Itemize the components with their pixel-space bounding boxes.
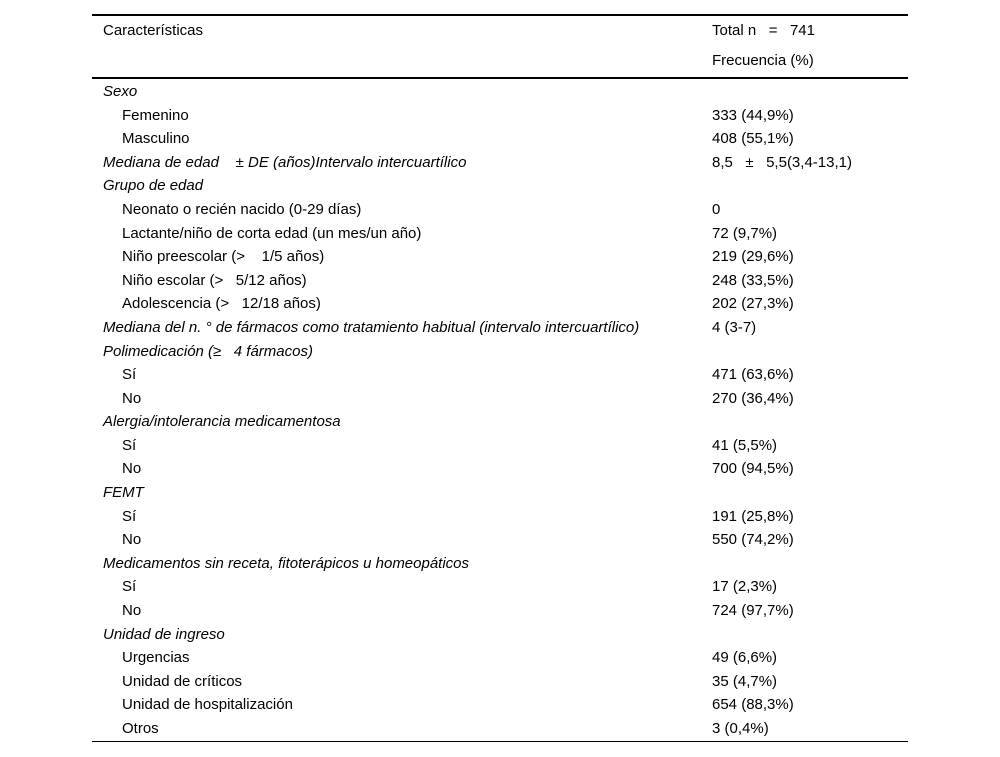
table-row: Polimedicación (≥ 4 fármacos)	[92, 340, 908, 364]
table-row: No 270 (36,4%)	[92, 387, 908, 411]
table-top-rule	[92, 14, 908, 16]
row-value: 202 (27,3%)	[712, 295, 794, 313]
characteristics-table: Características Total n = 741 Frecuencia…	[92, 14, 908, 743]
row-label: Sexo	[103, 82, 138, 100]
row-label: Alergia/intolerancia medicamentosa	[103, 413, 341, 431]
table-row: Urgencias 49 (6,6%)	[92, 646, 908, 670]
row-label: Femenino	[122, 106, 189, 124]
row-label: Urgencias	[122, 649, 190, 667]
row-value: 654 (88,3%)	[712, 696, 794, 714]
row-label: Sí	[122, 366, 137, 384]
row-value: 4 (3-7)	[712, 318, 757, 336]
row-value: 724 (97,7%)	[712, 602, 794, 620]
table-row: No 700 (94,5%)	[92, 458, 908, 482]
row-label: Grupo de edad	[103, 177, 204, 195]
row-label: Otros	[122, 720, 159, 738]
table-row: Sí 41 (5,5%)	[92, 434, 908, 458]
row-label: Masculino	[122, 130, 190, 148]
row-label: Sí	[122, 436, 137, 454]
row-label: Niño escolar (> 5/12 años)	[122, 271, 307, 289]
table-row: Femenino 333 (44,9%)	[92, 104, 908, 128]
row-label: Sí	[122, 507, 137, 525]
table-row: Grupo de edad	[92, 175, 908, 199]
table-row: Masculino 408 (55,1%)	[92, 127, 908, 151]
table-row: Niño escolar (> 5/12 años) 248 (33,5%)	[92, 269, 908, 293]
table-row: Sexo	[92, 80, 908, 104]
table-row: Lactante/niño de corta edad (un mes/un a…	[92, 222, 908, 246]
row-value: 41 (5,5%)	[712, 436, 778, 454]
table-row: Adolescencia (> 12/18 años) 202 (27,3%)	[92, 293, 908, 317]
row-label: Medicamentos sin receta, fitoterápicos u…	[103, 554, 470, 572]
row-value: 219 (29,6%)	[712, 248, 794, 266]
table-row: Otros 3 (0,4%)	[92, 717, 908, 741]
row-value: 8,5 ± 5,5(3,4-13,1)	[712, 153, 852, 171]
row-label: Mediana de edad ± DE (años)Intervalo int…	[103, 153, 467, 171]
row-value: 700 (94,5%)	[712, 460, 794, 478]
row-value: 35 (4,7%)	[712, 672, 778, 690]
table-row: Unidad de críticos 35 (4,7%)	[92, 670, 908, 694]
row-value: 248 (33,5%)	[712, 271, 794, 289]
row-label: Niño preescolar (> 1/5 años)	[122, 248, 325, 266]
header-frequency-label: Frecuencia (%)	[712, 52, 814, 70]
row-value: 408 (55,1%)	[712, 130, 794, 148]
row-value: 0	[712, 200, 721, 218]
row-value: 550 (74,2%)	[712, 531, 794, 549]
row-label: No	[122, 460, 142, 478]
table-row: Mediana de edad ± DE (años)Intervalo int…	[92, 151, 908, 175]
row-label: No	[122, 389, 142, 407]
row-value: 49 (6,6%)	[712, 649, 778, 667]
row-value: 3 (0,4%)	[712, 720, 769, 738]
header-characteristics-label: Características	[103, 21, 204, 39]
table-row: Sí 191 (25,8%)	[92, 505, 908, 529]
row-value: 471 (63,6%)	[712, 366, 794, 384]
table-row: Alergia/intolerancia medicamentosa	[92, 411, 908, 435]
table-body: Sexo Femenino 333 (44,9%) Masculino 408 (55,…	[92, 79, 908, 741]
row-value: 270 (36,4%)	[712, 389, 794, 407]
table-row: Unidad de hospitalización 654 (88,3%)	[92, 694, 908, 718]
table-header: Características Total n = 741 Frecuencia…	[92, 16, 908, 77]
row-label: Lactante/niño de corta edad (un mes/un a…	[122, 224, 422, 242]
row-label: Neonato o recién nacido (0-29 días)	[122, 200, 362, 218]
table-row: Niño preescolar (> 1/5 años) 219 (29,6%)	[92, 245, 908, 269]
table-row: Unidad de ingreso	[92, 623, 908, 647]
table-row: No 724 (97,7%)	[92, 599, 908, 623]
table-row: No 550 (74,2%)	[92, 528, 908, 552]
header-total-label: Total n = 741	[712, 21, 815, 39]
table-row: Sí 471 (63,6%)	[92, 363, 908, 387]
header-row-1: Características Total n = 741	[92, 16, 908, 47]
row-label: Unidad de críticos	[122, 672, 243, 690]
table-row: Neonato o recién nacido (0-29 días) 0	[92, 198, 908, 222]
table-row: FEMT	[92, 481, 908, 505]
row-value: 191 (25,8%)	[712, 507, 794, 525]
table-bottom-rule	[92, 740, 908, 743]
row-label: Unidad de ingreso	[103, 625, 225, 643]
row-label: FEMT	[103, 484, 144, 502]
table-header-rule	[92, 76, 908, 80]
header-row-2: Frecuencia (%)	[92, 46, 908, 77]
row-label: Mediana del n. ° de fármacos como tratam…	[103, 318, 640, 336]
table-row: Medicamentos sin receta, fitoterápicos u…	[92, 552, 908, 576]
row-label: Unidad de hospitalización	[122, 696, 293, 714]
row-label: No	[122, 531, 142, 549]
row-label: Adolescencia (> 12/18 años)	[122, 295, 321, 313]
row-value: 72 (9,7%)	[712, 224, 778, 242]
row-label: Polimedicación (≥ 4 fármacos)	[103, 342, 313, 360]
table-row: Sí 17 (2,3%)	[92, 576, 908, 600]
row-label: No	[122, 602, 142, 620]
row-value: 333 (44,9%)	[712, 106, 794, 124]
row-label: Sí	[122, 578, 137, 596]
row-value: 17 (2,3%)	[712, 578, 778, 596]
table-row: Mediana del n. ° de fármacos como tratam…	[92, 316, 908, 340]
